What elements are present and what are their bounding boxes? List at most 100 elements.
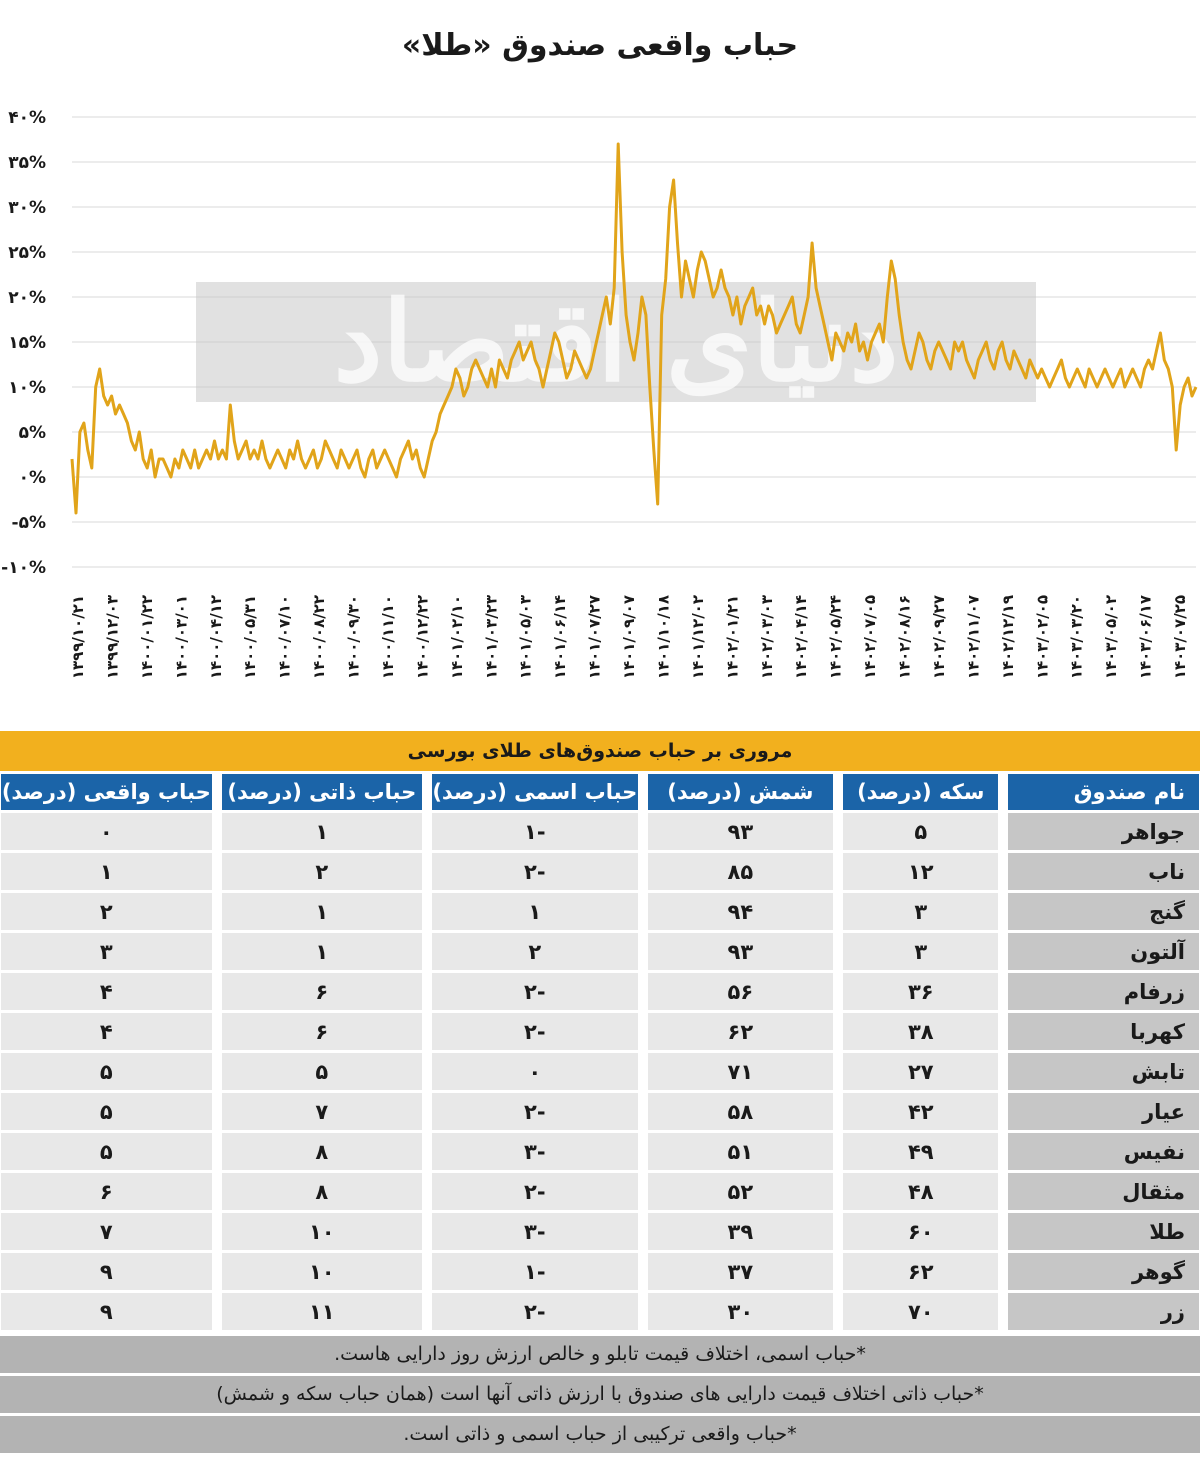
table-row: ۹ ۱۱ -۲ ۳۰ ۷۰ زر <box>1 1293 1199 1330</box>
x-tick-label: ۱۴۰۲/۰۵/۲۴ <box>827 595 845 679</box>
cell-real: ۵ <box>1 1053 212 1090</box>
cell-name: گنج <box>1008 893 1199 930</box>
cell-nominal: -۲ <box>432 1173 638 1210</box>
watermark-band <box>196 282 1036 402</box>
cell-nominal: -۱ <box>432 1253 638 1290</box>
table-row: ۵ ۷ -۲ ۵۸ ۴۲ عیار <box>1 1093 1199 1130</box>
y-tick-label: ۱۰% <box>8 378 46 398</box>
cell-bullion: ۵۱ <box>647 1133 834 1170</box>
watermark: دنیای اقتصاد <box>196 277 1036 406</box>
header-coin: سکه (درصد) <box>843 774 999 810</box>
y-tick-label: ۴۰% <box>8 108 46 128</box>
funds-table-section: مروری بر حباب صندوق‌های طلای بورسی حباب … <box>0 731 1200 1453</box>
cell-coin: ۶۰ <box>843 1213 999 1250</box>
cell-intrinsic: ۸ <box>221 1133 423 1170</box>
cell-name: نفیس <box>1008 1133 1199 1170</box>
cell-bullion: ۸۵ <box>647 853 834 890</box>
notes: *حباب اسمی، اختلاف قیمت تابلو و خالص ارز… <box>0 1336 1200 1453</box>
table-row: ۰ ۱ -۱ ۹۳ ۵ جواهر <box>1 813 1199 850</box>
cell-real: ۴ <box>1 1013 212 1050</box>
table-row: ۴ ۶ -۲ ۵۶ ۳۶ زرفام <box>1 973 1199 1010</box>
table-row: ۵ ۸ -۳ ۵۱ ۴۹ نفیس <box>1 1133 1199 1170</box>
x-tick-label: ۱۴۰۰/۰۱/۲۲ <box>138 595 156 679</box>
cell-bullion: ۳۰ <box>647 1293 834 1330</box>
cell-nominal: -۳ <box>432 1133 638 1170</box>
chart-title: حباب واقعی صندوق «طلا» <box>401 28 799 63</box>
cell-intrinsic: ۶ <box>221 1013 423 1050</box>
cell-nominal: ۰ <box>432 1053 638 1090</box>
x-tick-label: ۱۴۰۱/۰۳/۲۳ <box>482 595 500 679</box>
x-tick-label: ۱۴۰۲/۰۴/۱۴ <box>792 595 810 679</box>
x-tick-label: ۱۴۰۲/۰۳/۰۳ <box>758 595 776 679</box>
table-row: ۱ ۲ -۲ ۸۵ ۱۲ ناب <box>1 853 1199 890</box>
cell-name: طلا <box>1008 1213 1199 1250</box>
x-tick-label: ۱۴۰۱/۰۵/۰۳ <box>517 595 535 679</box>
cell-coin: ۳ <box>843 933 999 970</box>
cell-coin: ۴۹ <box>843 1133 999 1170</box>
cell-coin: ۷۰ <box>843 1293 999 1330</box>
y-tick-label: ۳۰% <box>8 198 46 218</box>
cell-nominal: -۲ <box>432 1013 638 1050</box>
chart-area: حباب واقعی صندوق «طلا» دنیای اقتصاد ۴۰% ۳… <box>0 0 1200 720</box>
cell-intrinsic: ۱۰ <box>221 1253 423 1290</box>
x-tick-label: ۱۴۰۳/۰۶/۱۷ <box>1137 595 1155 679</box>
cell-real: ۲ <box>1 893 212 930</box>
cell-bullion: ۵۶ <box>647 973 834 1010</box>
x-tick-label: ۱۴۰۳/۰۳/۲۰ <box>1068 595 1086 679</box>
cell-real: ۹ <box>1 1293 212 1330</box>
cell-bullion: ۹۴ <box>647 893 834 930</box>
x-tick-label: ۱۴۰۲/۰۹/۲۷ <box>930 595 948 679</box>
x-tick-label: ۱۴۰۰/۰۳/۰۱ <box>172 595 190 679</box>
y-tick-label: ۲۰% <box>8 288 46 308</box>
table-row: ۹ ۱۰ -۱ ۳۷ ۶۲ گوهر <box>1 1253 1199 1290</box>
note-intrinsic: *حباب ذاتی اختلاف قیمت دارایی های صندوق … <box>0 1376 1200 1413</box>
x-tick-label: ۱۴۰۰/۰۷/۱۰ <box>276 595 294 679</box>
cell-real: ۷ <box>1 1213 212 1250</box>
x-tick-label: ۱۴۰۳/۰۵/۰۲ <box>1102 595 1120 679</box>
y-tick-label: ۳۵% <box>8 153 46 173</box>
x-tick-label: ۱۴۰۱/۰۹/۰۷ <box>620 595 638 679</box>
cell-nominal: -۲ <box>432 1093 638 1130</box>
x-tick-label: ۱۴۰۰/۰۹/۳۰ <box>345 595 363 679</box>
x-tick-label: ۱۴۰۲/۱۲/۱۹ <box>999 595 1017 679</box>
cell-bullion: ۳۹ <box>647 1213 834 1250</box>
x-tick-label: ۱۴۰۰/۱۲/۲۲ <box>413 595 431 679</box>
cell-coin: ۴۲ <box>843 1093 999 1130</box>
cell-name: ناب <box>1008 853 1199 890</box>
header-bullion: شمش (درصد) <box>647 774 834 810</box>
cell-name: کهربا <box>1008 1013 1199 1050</box>
cell-name: آلتون <box>1008 933 1199 970</box>
y-tick-label: ۵% <box>19 423 46 443</box>
x-tick-label: ۱۴۰۲/۰۱/۲۱ <box>723 595 741 679</box>
cell-intrinsic: ۱۰ <box>221 1213 423 1250</box>
cell-real: ۴ <box>1 973 212 1010</box>
watermark-text: دنیای اقتصاد <box>334 277 899 406</box>
cell-nominal: -۲ <box>432 1293 638 1330</box>
y-tick-label: -۵% <box>12 513 46 533</box>
x-tick-label: ۱۴۰۲/۱۱/۰۷ <box>964 595 982 679</box>
x-tick-label: ۱۴۰۱/۰۷/۲۷ <box>586 595 604 679</box>
cell-real: ۳ <box>1 933 212 970</box>
funds-table: حباب واقعی (درصد) حباب ذاتی (درصد) حباب … <box>0 771 1200 1333</box>
cell-coin: ۶۲ <box>843 1253 999 1290</box>
x-tick-label: ۱۴۰۱/۰۲/۱۰ <box>448 595 466 679</box>
y-tick-label: ۲۵% <box>8 243 46 263</box>
x-tick-label: ۱۴۰۰/۰۸/۲۲ <box>310 595 328 679</box>
header-real: حباب واقعی (درصد) <box>1 774 212 810</box>
table-row: ۷ ۱۰ -۳ ۳۹ ۶۰ طلا <box>1 1213 1199 1250</box>
header-name: نام صندوق <box>1008 774 1199 810</box>
table-row: ۲ ۱ ۱ ۹۴ ۳ گنج <box>1 893 1199 930</box>
table-row: ۵ ۵ ۰ ۷۱ ۲۷ تابش <box>1 1053 1199 1090</box>
cell-real: ۵ <box>1 1093 212 1130</box>
cell-name: تابش <box>1008 1053 1199 1090</box>
table-header-row: حباب واقعی (درصد) حباب ذاتی (درصد) حباب … <box>1 774 1199 810</box>
x-tick-label: ۱۴۰۲/۰۸/۱۶ <box>896 595 914 679</box>
cell-intrinsic: ۸ <box>221 1173 423 1210</box>
cell-bullion: ۹۳ <box>647 933 834 970</box>
cell-coin: ۳ <box>843 893 999 930</box>
cell-coin: ۴۸ <box>843 1173 999 1210</box>
x-tick-label: ۱۴۰۱/۱۰/۱۸ <box>654 595 672 679</box>
cell-nominal: -۲ <box>432 853 638 890</box>
cell-coin: ۳۶ <box>843 973 999 1010</box>
cell-nominal: -۳ <box>432 1213 638 1250</box>
